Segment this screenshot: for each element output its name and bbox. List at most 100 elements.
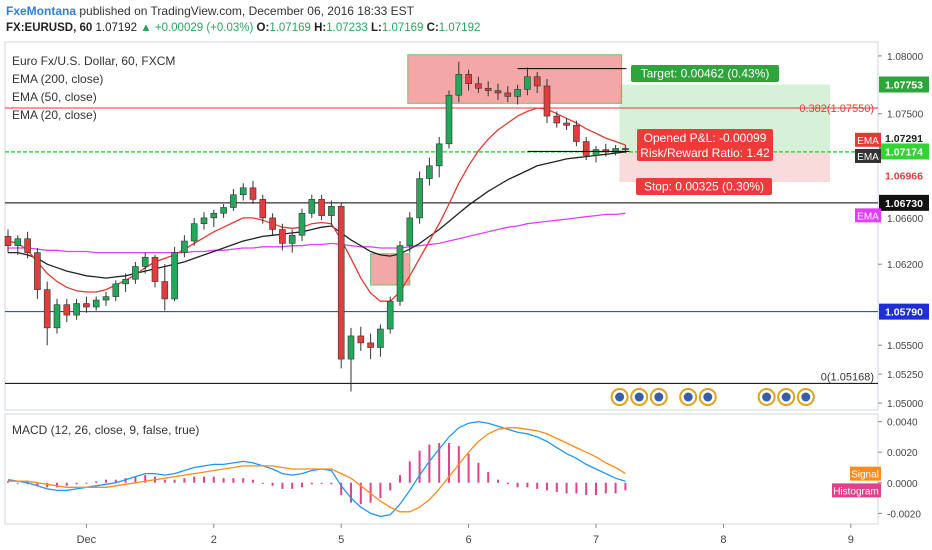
histogram-bar[interactable] bbox=[438, 443, 441, 483]
candle[interactable] bbox=[4, 229, 12, 253]
candle[interactable] bbox=[239, 183, 247, 201]
candle[interactable] bbox=[416, 171, 423, 224]
candle[interactable] bbox=[504, 85, 512, 103]
candle[interactable] bbox=[34, 247, 41, 299]
histogram-bar[interactable] bbox=[16, 482, 19, 484]
price-pane[interactable] bbox=[4, 41, 879, 411]
histogram-bar[interactable] bbox=[271, 482, 274, 486]
candle[interactable] bbox=[171, 246, 178, 302]
candle[interactable] bbox=[102, 291, 110, 306]
histogram-bar[interactable] bbox=[105, 479, 107, 483]
histogram-bar[interactable] bbox=[340, 482, 343, 495]
histogram-bar[interactable] bbox=[203, 476, 205, 483]
candle[interactable] bbox=[367, 333, 374, 360]
candle[interactable] bbox=[514, 84, 521, 105]
histogram-bar[interactable] bbox=[310, 482, 313, 485]
candle[interactable] bbox=[602, 143, 610, 157]
histogram-bar[interactable] bbox=[399, 475, 401, 483]
ema200-tag-bg[interactable] bbox=[855, 208, 881, 223]
histogram-bar[interactable] bbox=[75, 482, 78, 485]
candle[interactable] bbox=[612, 144, 619, 156]
histogram-bar[interactable] bbox=[448, 443, 450, 483]
candle[interactable] bbox=[573, 120, 580, 147]
histogram-bar[interactable] bbox=[526, 482, 529, 488]
histogram-bar[interactable] bbox=[56, 482, 58, 488]
ema50-line[interactable] bbox=[8, 151, 626, 279]
ema20-line[interactable] bbox=[7, 107, 626, 302]
candle[interactable] bbox=[386, 296, 394, 334]
histogram-bar[interactable] bbox=[350, 482, 352, 503]
macd-line[interactable] bbox=[7, 420, 626, 518]
histogram-bar[interactable] bbox=[193, 476, 196, 483]
histogram-bar[interactable] bbox=[565, 482, 568, 494]
candle[interactable] bbox=[553, 111, 561, 128]
signal-badge-bg[interactable] bbox=[850, 466, 881, 481]
ema200-line[interactable] bbox=[8, 212, 626, 254]
candle[interactable] bbox=[563, 118, 570, 130]
histogram-bar[interactable] bbox=[281, 482, 284, 489]
candle[interactable] bbox=[200, 212, 208, 230]
author-name[interactable]: FxeMontana bbox=[6, 4, 77, 18]
candle[interactable] bbox=[377, 324, 384, 357]
histogram-bar[interactable] bbox=[418, 450, 421, 483]
histogram-badge-bg[interactable] bbox=[832, 483, 881, 498]
histogram-bar[interactable] bbox=[585, 482, 588, 495]
histogram-bar[interactable] bbox=[291, 482, 294, 489]
histogram-bar[interactable] bbox=[95, 481, 98, 483]
candle[interactable] bbox=[83, 296, 90, 313]
histogram-bar[interactable] bbox=[222, 478, 225, 483]
histogram-bar[interactable] bbox=[7, 481, 9, 483]
legend-macd[interactable]: MACD (12, 26, close, 9, false, true) bbox=[12, 423, 200, 437]
histogram-bar[interactable] bbox=[624, 482, 627, 491]
candle[interactable] bbox=[151, 254, 159, 288]
candle[interactable] bbox=[406, 212, 414, 253]
histogram-bar[interactable] bbox=[261, 482, 264, 484]
legend-ema20[interactable]: EMA (20, close) bbox=[12, 108, 97, 122]
candle[interactable] bbox=[112, 280, 120, 302]
ema20-tag-bg[interactable] bbox=[855, 132, 881, 147]
pnl-box[interactable] bbox=[637, 129, 773, 161]
candle[interactable] bbox=[494, 83, 502, 100]
candle[interactable] bbox=[445, 90, 453, 149]
candle[interactable] bbox=[533, 72, 541, 93]
histogram-bar[interactable] bbox=[85, 482, 88, 484]
ema50-tag-bg[interactable] bbox=[855, 148, 881, 163]
candle[interactable] bbox=[279, 223, 286, 251]
candle[interactable] bbox=[210, 209, 218, 228]
histogram-bar[interactable] bbox=[320, 482, 323, 484]
histogram-bar[interactable] bbox=[183, 478, 186, 483]
histogram-bar[interactable] bbox=[232, 478, 235, 483]
candle[interactable] bbox=[484, 81, 492, 97]
candle[interactable] bbox=[63, 298, 71, 323]
candle[interactable] bbox=[259, 194, 267, 224]
histogram-bar[interactable] bbox=[212, 476, 215, 483]
candle[interactable] bbox=[53, 298, 61, 334]
stop-price-badge-bg[interactable] bbox=[879, 167, 929, 184]
histogram-bar[interactable] bbox=[301, 482, 303, 488]
histogram-bar[interactable] bbox=[595, 482, 597, 495]
candle[interactable] bbox=[435, 136, 443, 178]
histogram-bar[interactable] bbox=[242, 478, 245, 483]
target-label-bg[interactable] bbox=[631, 65, 779, 82]
candle[interactable] bbox=[24, 231, 31, 259]
histogram-bar[interactable] bbox=[487, 472, 490, 483]
histogram-bar[interactable] bbox=[555, 482, 558, 492]
candle[interactable] bbox=[337, 202, 345, 369]
histogram-bar[interactable] bbox=[124, 478, 127, 483]
support2-price-badge-bg[interactable] bbox=[879, 303, 929, 320]
histogram-bar[interactable] bbox=[389, 482, 392, 491]
candle[interactable] bbox=[426, 157, 433, 186]
demand-zone-box[interactable] bbox=[370, 253, 411, 286]
histogram-bar[interactable] bbox=[173, 479, 176, 483]
histogram-bar[interactable] bbox=[516, 482, 519, 488]
candle[interactable] bbox=[288, 229, 296, 253]
candle[interactable] bbox=[543, 79, 551, 124]
candle[interactable] bbox=[592, 146, 600, 163]
signal-line[interactable] bbox=[8, 427, 626, 513]
candle[interactable] bbox=[318, 194, 325, 221]
histogram-bar[interactable] bbox=[379, 482, 382, 499]
histogram-bar[interactable] bbox=[477, 462, 480, 483]
candle[interactable] bbox=[141, 252, 149, 274]
candle[interactable] bbox=[73, 298, 80, 320]
histogram-bar[interactable] bbox=[467, 453, 470, 483]
